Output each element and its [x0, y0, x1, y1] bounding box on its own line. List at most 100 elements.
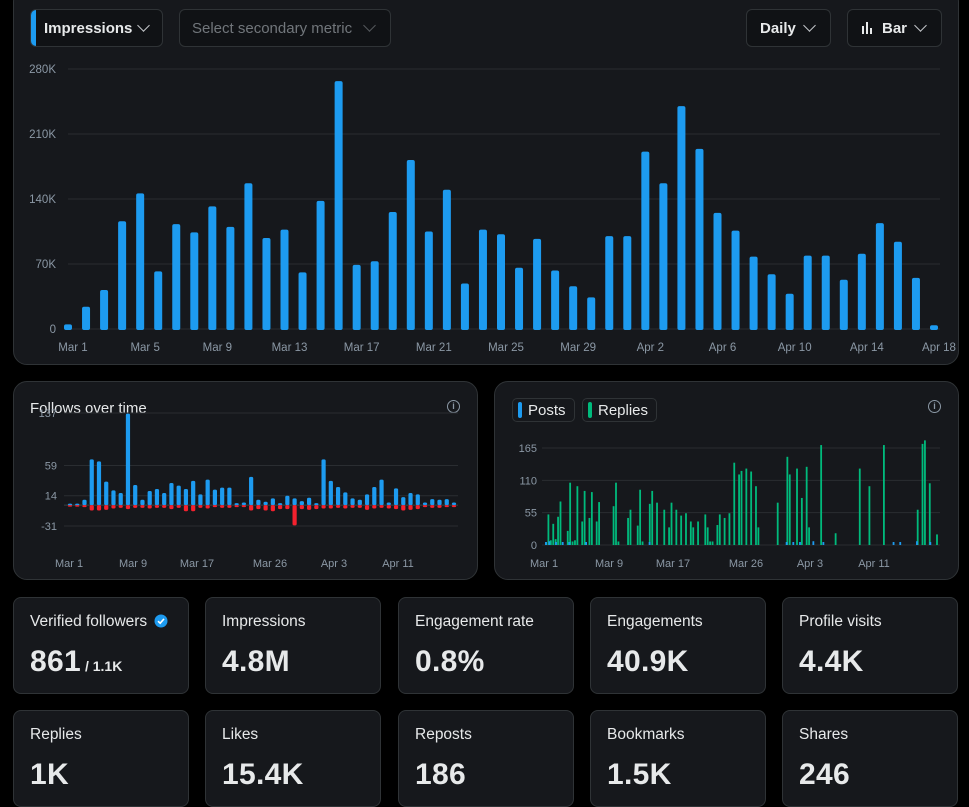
replies-bar	[711, 541, 714, 545]
impressions-bar	[64, 324, 72, 330]
replies-bar	[834, 533, 837, 545]
unfollows-bar	[75, 505, 80, 507]
follows-bar	[379, 479, 384, 506]
follows-bar	[67, 503, 73, 506]
posts-bar	[785, 542, 788, 545]
replies-bar	[800, 497, 803, 545]
unfollows-bar	[306, 505, 312, 510]
follows-bar	[335, 486, 341, 506]
replies-bar	[928, 483, 931, 545]
stat-label: Impressions	[222, 613, 306, 630]
unfollows-bar	[408, 505, 413, 510]
replies-bar	[733, 462, 736, 545]
x-tick-label: Apr 10	[778, 342, 812, 354]
replies-bar	[728, 513, 731, 545]
stat-label: Replies	[30, 726, 82, 743]
posts-bar	[545, 542, 547, 545]
replies-bar	[571, 541, 574, 545]
replies-bar	[820, 445, 823, 545]
impressions-bar	[136, 193, 145, 330]
follows-bar	[140, 499, 145, 506]
posts-bar	[822, 542, 825, 545]
replies-bar	[808, 527, 810, 545]
replies-bar	[675, 509, 678, 545]
legend-replies[interactable]: Replies	[582, 398, 658, 422]
stat-card-verified-followers[interactable]: Verified followers 861/ 1.1K	[13, 597, 189, 694]
impressions-bar	[100, 290, 109, 330]
chart-type-dropdown[interactable]: Bar	[847, 9, 942, 47]
stat-value: 861/ 1.1K	[30, 645, 123, 678]
primary-metric-dropdown[interactable]: Impressions	[30, 9, 163, 47]
replies-swatch	[588, 402, 592, 418]
x-tick-label: Apr 6	[709, 342, 737, 354]
posts-bar	[568, 542, 571, 545]
stat-card-shares[interactable]: Shares 246	[782, 710, 958, 807]
stat-card-likes[interactable]: Likes 15.4K	[205, 710, 381, 807]
stat-card-replies[interactable]: Replies 1K	[13, 710, 189, 807]
replies-bar	[738, 474, 740, 545]
stat-card-bookmarks[interactable]: Bookmarks 1.5K	[590, 710, 766, 807]
stat-value: 4.8M	[222, 645, 290, 678]
replies-bar	[581, 521, 584, 545]
replies-bar	[755, 486, 757, 545]
unfollows-bar	[104, 505, 109, 510]
unfollows-bar	[422, 505, 428, 508]
replies-bar	[663, 509, 666, 545]
follows-bar	[393, 488, 399, 506]
replies-bar	[670, 502, 673, 545]
follows-chart: 137 59 14 -31 Mar 1 Mar 9 Mar 17 Mar 26 Apr 3 Apr…	[39, 408, 458, 570]
posts-bar	[929, 542, 932, 545]
impressions-bar	[226, 226, 235, 330]
x-tick-label: Mar 26	[253, 558, 287, 570]
unfollows-bar	[357, 505, 362, 508]
posts-bar	[799, 542, 801, 545]
impressions-bar	[406, 160, 415, 330]
interval-dropdown[interactable]: Daily	[746, 9, 831, 47]
replies-bar	[924, 440, 926, 545]
follows-bar	[430, 499, 435, 506]
stat-card-engagements[interactable]: Engagements 40.9K	[590, 597, 766, 694]
x-tick-label: Mar 1	[530, 558, 558, 570]
posts-swatch	[518, 402, 522, 418]
follows-bar	[314, 503, 319, 506]
unfollows-bar	[335, 505, 341, 508]
follows-bar	[256, 499, 261, 506]
stat-value: 4.4K	[799, 645, 864, 678]
replies-bar	[656, 502, 658, 545]
follows-bar	[357, 499, 362, 506]
impressions-chart: 0 70K 140K 210K 280K Mar 1 Mar 5 Mar 9 Mar 13 Mar…	[29, 64, 956, 354]
stat-card-reposts[interactable]: Reposts 186	[398, 710, 574, 807]
follows-bar	[263, 501, 268, 506]
y-tick-label: -31	[41, 521, 57, 533]
follows-bar	[125, 413, 131, 506]
stat-card-impressions[interactable]: Impressions 4.8M	[205, 597, 381, 694]
impressions-bar	[334, 81, 343, 330]
follows-bar	[321, 459, 326, 506]
follows-bar	[212, 489, 218, 506]
bar-chart-icon	[862, 22, 872, 34]
stat-card-profile-visits[interactable]: Profile visits 4.4K	[782, 597, 958, 694]
replies-bar	[692, 527, 695, 545]
impressions-bar	[767, 274, 776, 330]
unfollows-bar	[343, 505, 348, 509]
stat-value: 40.9K	[607, 645, 689, 678]
x-tick-label: Apr 3	[321, 558, 347, 570]
replies-bar	[639, 489, 642, 545]
unfollows-bar	[241, 505, 246, 508]
legend-posts[interactable]: Posts	[512, 398, 575, 422]
replies-bar	[883, 445, 885, 545]
unfollows-bar	[393, 505, 399, 510]
replies-bar	[697, 521, 699, 545]
info-icon[interactable]: i	[928, 400, 941, 413]
stat-label: Shares	[799, 726, 849, 743]
x-tick-label: Apr 2	[637, 342, 665, 354]
posts-bar	[892, 542, 895, 545]
x-tick-label: Apr 3	[797, 558, 823, 570]
impressions-bar	[352, 264, 361, 330]
unfollows-bar	[299, 505, 304, 510]
replies-bar	[627, 517, 629, 545]
stat-card-engagement-rate[interactable]: Engagement rate 0.8%	[398, 597, 574, 694]
unfollows-bar	[133, 505, 138, 508]
y-tick-label: 0	[50, 324, 56, 336]
secondary-metric-dropdown[interactable]: Select secondary metric	[179, 9, 391, 47]
